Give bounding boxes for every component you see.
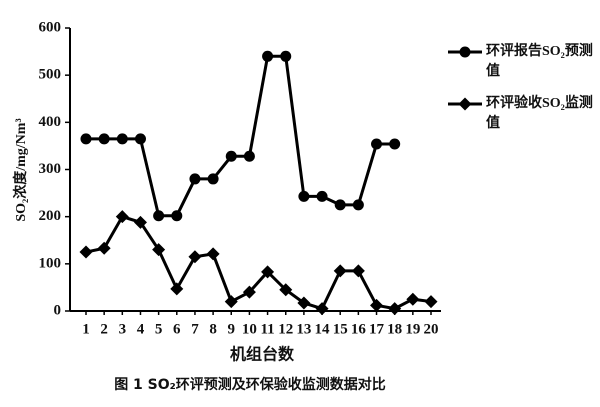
x-tick-label: 20 bbox=[424, 321, 439, 337]
point bbox=[206, 247, 220, 261]
point bbox=[225, 150, 237, 162]
point bbox=[242, 285, 256, 299]
y-tick-label: 500 bbox=[39, 67, 62, 83]
point bbox=[458, 97, 472, 111]
point bbox=[459, 46, 471, 58]
point bbox=[334, 199, 346, 211]
point bbox=[424, 295, 438, 309]
point bbox=[224, 295, 238, 309]
x-tick-label: 15 bbox=[333, 321, 348, 337]
point bbox=[188, 250, 202, 264]
legend-label: 环评验收SO₂监测值 bbox=[486, 96, 593, 131]
point bbox=[280, 50, 292, 62]
point bbox=[153, 210, 165, 222]
point bbox=[298, 190, 310, 202]
x-tick-label: 5 bbox=[155, 321, 163, 337]
point bbox=[315, 302, 329, 316]
point bbox=[98, 133, 110, 145]
point bbox=[115, 210, 129, 224]
point bbox=[261, 265, 275, 279]
x-tick-label: 9 bbox=[228, 321, 236, 337]
x-axis-label: 机组台数 bbox=[230, 345, 295, 364]
point bbox=[352, 199, 364, 211]
x-tick-label: 14 bbox=[315, 321, 331, 337]
y-tick-label: 600 bbox=[39, 19, 62, 35]
y-tick-label: 200 bbox=[39, 208, 62, 224]
point bbox=[351, 264, 365, 278]
point bbox=[297, 296, 311, 310]
point bbox=[80, 133, 92, 145]
x-tick-label: 11 bbox=[260, 321, 274, 337]
x-tick-label: 8 bbox=[209, 321, 217, 337]
point bbox=[262, 50, 274, 62]
point bbox=[207, 173, 219, 185]
point bbox=[279, 283, 293, 297]
x-tick-label: 1 bbox=[82, 321, 90, 337]
x-tick-label: 18 bbox=[387, 321, 402, 337]
point bbox=[152, 243, 166, 257]
point bbox=[243, 150, 255, 162]
x-tick-label: 2 bbox=[100, 321, 108, 337]
y-tick-label: 400 bbox=[39, 114, 62, 130]
point bbox=[371, 138, 383, 150]
point bbox=[171, 210, 183, 222]
x-tick-label: 3 bbox=[119, 321, 127, 337]
point bbox=[97, 241, 111, 255]
x-tick-label: 4 bbox=[137, 321, 145, 337]
y-tick-label: 300 bbox=[39, 161, 62, 177]
point bbox=[134, 133, 146, 145]
y-tick-label: 100 bbox=[39, 255, 62, 271]
point bbox=[316, 190, 328, 202]
point bbox=[133, 215, 147, 229]
series-line bbox=[85, 214, 432, 311]
point bbox=[116, 133, 128, 145]
x-tick-label: 7 bbox=[191, 321, 199, 337]
series-line bbox=[86, 54, 395, 218]
caption: 图 1 SO₂环评预测及环保验收监测数据对比 bbox=[114, 376, 386, 393]
point bbox=[170, 282, 184, 296]
point bbox=[406, 292, 420, 306]
x-tick-label: 12 bbox=[278, 321, 293, 337]
y-tick-label: 0 bbox=[54, 302, 62, 318]
y-axis-label: SO₂浓度/mg/Nm³ bbox=[12, 118, 29, 221]
point bbox=[79, 245, 93, 259]
point bbox=[388, 302, 402, 316]
x-tick-label: 6 bbox=[173, 321, 181, 337]
x-tick-label: 19 bbox=[405, 321, 420, 337]
point bbox=[189, 173, 201, 185]
point bbox=[389, 138, 401, 150]
x-tick-label: 16 bbox=[351, 321, 367, 337]
point bbox=[370, 298, 384, 312]
x-tick-label: 17 bbox=[369, 321, 385, 337]
point bbox=[333, 264, 347, 278]
x-tick-label: 13 bbox=[296, 321, 311, 337]
x-tick-label: 10 bbox=[242, 321, 257, 337]
legend-label: 环评报告SO₂预测值 bbox=[486, 44, 593, 79]
